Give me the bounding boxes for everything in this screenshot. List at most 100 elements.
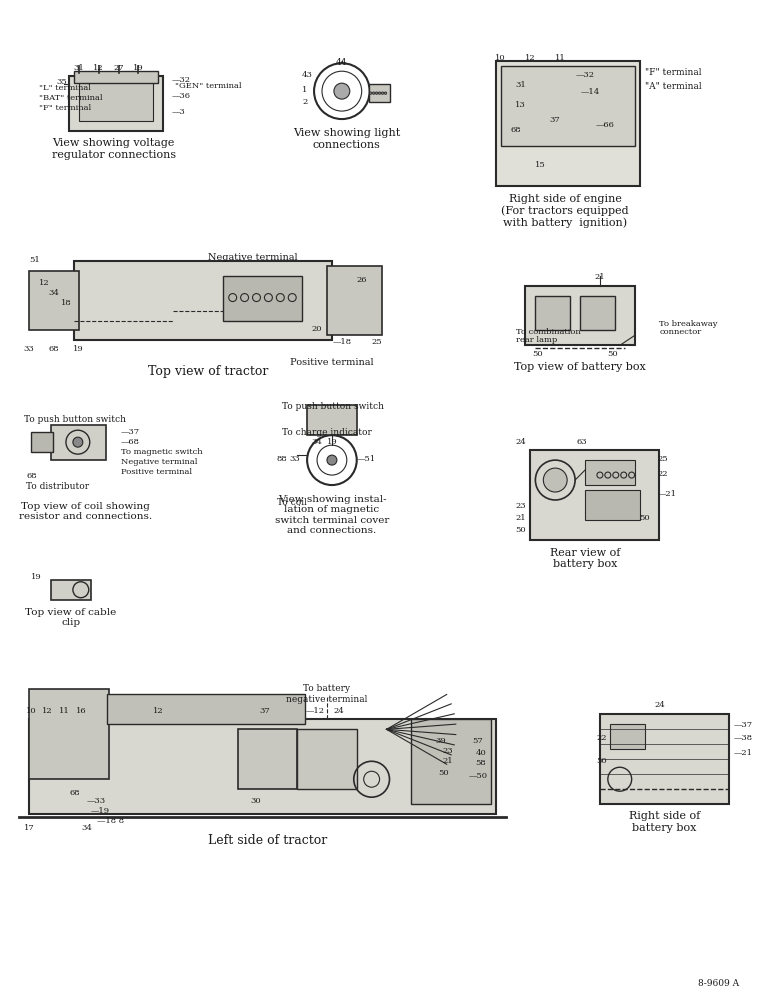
Text: "A" terminal: "A" terminal bbox=[645, 82, 701, 91]
Text: Top view of coil showing
resistor and connections.: Top view of coil showing resistor and co… bbox=[19, 502, 152, 521]
Circle shape bbox=[370, 92, 372, 94]
Text: —37: —37 bbox=[120, 428, 140, 436]
Text: To push button switch: To push button switch bbox=[24, 415, 127, 424]
Bar bbox=[327, 266, 381, 335]
Bar bbox=[74, 71, 158, 83]
Bar bbox=[69, 76, 163, 131]
Text: To breakaway: To breakaway bbox=[659, 320, 718, 328]
Text: 15: 15 bbox=[535, 161, 546, 169]
Text: 35: 35 bbox=[56, 78, 67, 86]
Circle shape bbox=[372, 92, 374, 94]
Text: "F" terminal: "F" terminal bbox=[645, 68, 701, 77]
Text: 23: 23 bbox=[515, 502, 526, 510]
Circle shape bbox=[73, 437, 83, 447]
Text: 18: 18 bbox=[60, 299, 71, 307]
Text: 50: 50 bbox=[608, 350, 618, 358]
Text: Top view of battery box: Top view of battery box bbox=[514, 362, 646, 372]
Bar bbox=[411, 719, 491, 804]
Text: To distributor: To distributor bbox=[26, 482, 90, 491]
Text: —21: —21 bbox=[734, 749, 753, 757]
Text: To push button switch: To push button switch bbox=[283, 402, 384, 411]
Text: 12: 12 bbox=[93, 64, 104, 72]
Text: 11: 11 bbox=[59, 707, 69, 715]
Text: —14: —14 bbox=[581, 88, 600, 96]
Bar bbox=[29, 719, 496, 814]
Bar bbox=[79, 81, 154, 121]
Text: 26: 26 bbox=[357, 276, 367, 284]
Text: 58: 58 bbox=[476, 759, 486, 767]
Text: 51: 51 bbox=[29, 256, 40, 264]
Text: 27: 27 bbox=[113, 64, 124, 72]
Text: View showing voltage
regulator connections: View showing voltage regulator connectio… bbox=[52, 138, 176, 160]
Text: —3: —3 bbox=[171, 108, 185, 116]
Text: —21: —21 bbox=[658, 490, 676, 498]
Text: "F" terminal: "F" terminal bbox=[39, 104, 91, 112]
Text: rear lamp: rear lamp bbox=[516, 336, 557, 344]
Text: 11: 11 bbox=[555, 54, 566, 62]
Text: Positive terminal: Positive terminal bbox=[120, 468, 191, 476]
Text: 2: 2 bbox=[302, 98, 307, 106]
Text: —66: —66 bbox=[595, 121, 615, 129]
Circle shape bbox=[375, 92, 378, 94]
Text: 13: 13 bbox=[515, 101, 526, 109]
Text: 37: 37 bbox=[259, 707, 269, 715]
Text: 34: 34 bbox=[81, 824, 92, 832]
Text: —68: —68 bbox=[120, 438, 140, 446]
Text: —33: —33 bbox=[86, 797, 106, 805]
Text: 68: 68 bbox=[510, 126, 521, 134]
Circle shape bbox=[381, 92, 384, 94]
Text: 1: 1 bbox=[302, 86, 307, 94]
Text: 34: 34 bbox=[49, 289, 59, 297]
Bar bbox=[31, 432, 53, 452]
Text: 12: 12 bbox=[42, 707, 52, 715]
Text: 63: 63 bbox=[577, 438, 587, 446]
Text: 12: 12 bbox=[525, 54, 536, 62]
Text: View showing light
connections: View showing light connections bbox=[293, 128, 401, 150]
Text: 19: 19 bbox=[133, 64, 144, 72]
Bar bbox=[580, 296, 615, 330]
Text: 68: 68 bbox=[26, 472, 37, 480]
Text: 30: 30 bbox=[250, 797, 261, 805]
Text: 23: 23 bbox=[442, 747, 453, 755]
Bar bbox=[530, 450, 659, 540]
Text: —18 8: —18 8 bbox=[96, 817, 124, 825]
Text: 31: 31 bbox=[515, 81, 526, 89]
Text: 33: 33 bbox=[290, 455, 300, 463]
Text: Right side of
battery box: Right side of battery box bbox=[628, 811, 700, 833]
Text: 50: 50 bbox=[438, 769, 449, 777]
Text: "L" terminal: "L" terminal bbox=[39, 84, 91, 92]
Bar bbox=[501, 66, 635, 146]
Text: 10: 10 bbox=[496, 54, 506, 62]
Bar bbox=[369, 84, 391, 102]
Circle shape bbox=[334, 83, 350, 99]
Text: 68: 68 bbox=[49, 345, 59, 353]
Text: 44: 44 bbox=[336, 58, 347, 67]
Text: 10: 10 bbox=[26, 707, 36, 715]
Bar bbox=[223, 276, 302, 320]
Bar bbox=[238, 729, 297, 789]
Text: —38: —38 bbox=[734, 734, 753, 742]
Text: 50: 50 bbox=[532, 350, 543, 358]
Bar bbox=[107, 694, 305, 724]
Text: —50: —50 bbox=[469, 772, 487, 780]
Text: 50: 50 bbox=[597, 757, 608, 765]
Circle shape bbox=[327, 455, 337, 465]
Text: —32: —32 bbox=[575, 71, 594, 79]
Bar bbox=[526, 286, 635, 345]
Text: To magnetic switch: To magnetic switch bbox=[120, 448, 202, 456]
Text: —37: —37 bbox=[734, 721, 753, 729]
Text: —32: —32 bbox=[171, 76, 190, 84]
Text: 16: 16 bbox=[76, 707, 86, 715]
Text: 17: 17 bbox=[24, 824, 35, 832]
Bar bbox=[585, 490, 639, 520]
Text: —51: —51 bbox=[357, 455, 376, 463]
Bar bbox=[307, 405, 357, 435]
Bar bbox=[51, 425, 106, 460]
Text: 88: 88 bbox=[277, 455, 288, 463]
Text: 25: 25 bbox=[658, 455, 668, 463]
Bar bbox=[585, 460, 635, 485]
Text: "GEN" terminal: "GEN" terminal bbox=[175, 82, 242, 90]
Text: To combination: To combination bbox=[516, 328, 581, 336]
Text: Left side of tractor: Left side of tractor bbox=[208, 834, 327, 847]
Text: To battery
negative terminal: To battery negative terminal bbox=[286, 684, 367, 704]
